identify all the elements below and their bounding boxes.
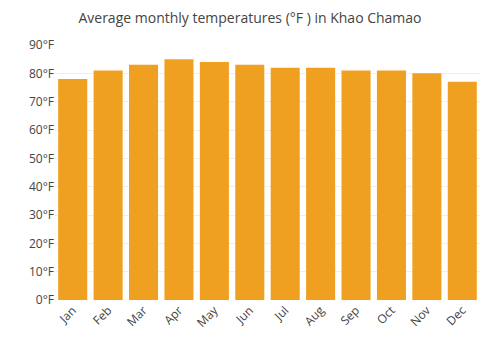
svg-text:10°F: 10°F (29, 263, 54, 280)
svg-text:Oct: Oct (373, 302, 399, 328)
svg-text:70°F: 70°F (29, 93, 54, 110)
svg-text:Jan: Jan (55, 302, 80, 327)
svg-text:Aug: Aug (300, 302, 328, 330)
svg-text:Apr: Apr (160, 302, 186, 328)
svg-text:0°F: 0°F (36, 291, 54, 308)
svg-text:50°F: 50°F (29, 150, 54, 167)
svg-text:40°F: 40°F (29, 178, 54, 195)
svg-text:90°F: 90°F (29, 36, 54, 53)
svg-text:Dec: Dec (442, 302, 469, 329)
svg-text:30°F: 30°F (29, 206, 54, 223)
svg-text:May: May (193, 301, 222, 330)
svg-text:Jul: Jul (270, 302, 292, 324)
svg-text:80°F: 80°F (29, 65, 54, 82)
svg-text:60°F: 60°F (29, 121, 54, 138)
svg-text:Sep: Sep (336, 302, 363, 329)
svg-text:Feb: Feb (89, 302, 115, 328)
svg-text:Average monthly temperatures (: Average monthly temperatures (°F ) in Kh… (78, 8, 421, 27)
svg-text:Mar: Mar (123, 302, 151, 330)
svg-text:Jun: Jun (231, 302, 256, 327)
svg-text:20°F: 20°F (29, 235, 54, 252)
svg-text:Nov: Nov (406, 302, 434, 330)
